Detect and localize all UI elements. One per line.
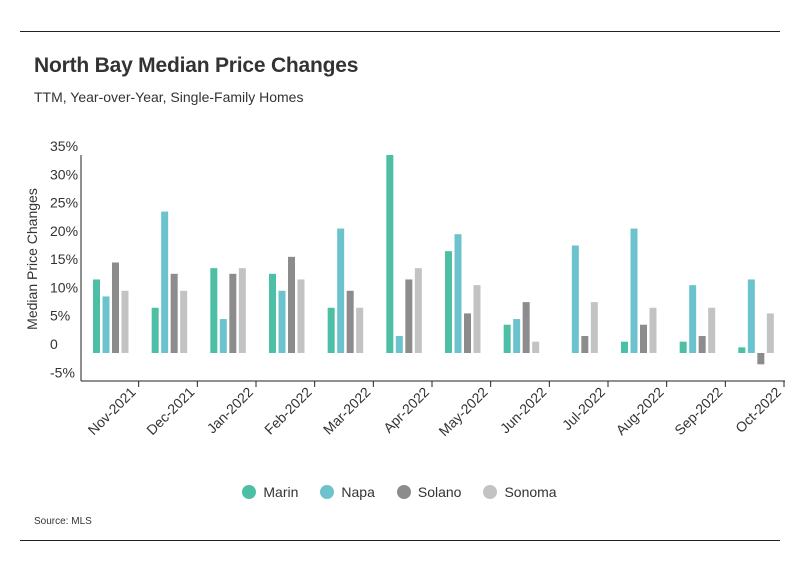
legend-label: Sonoma: [504, 484, 557, 500]
bar-napa-dec-2021: [161, 211, 169, 353]
x-tick-label: Dec-2021: [143, 384, 197, 438]
legend-label: Solano: [417, 484, 462, 500]
bar-solano-dec-2021: [170, 273, 178, 353]
y-tick-label: 20%: [50, 223, 78, 239]
bar-sonoma-jul-2022: [590, 302, 598, 353]
top-rule: [20, 31, 780, 32]
legend-item-marin: Marin: [242, 484, 298, 500]
x-tick-label: Sep-2022: [671, 384, 725, 438]
bar-marin-feb-2022: [269, 273, 276, 353]
x-tick-label: Aug-2022: [613, 384, 667, 438]
legend-swatch: [242, 485, 257, 499]
chart-legend: Marin Napa Solano Sonoma: [0, 484, 799, 500]
chart-subtitle: TTM, Year-over-Year, Single-Family Homes: [34, 89, 304, 105]
bar-marin-oct-2022: [738, 347, 746, 353]
y-tick-label: 35%: [50, 138, 78, 154]
bar-sonoma-jan-2022: [238, 268, 246, 353]
bar-napa-may-2022: [454, 234, 462, 353]
y-tick-label: 25%: [50, 195, 78, 211]
bar-solano-sep-2022: [698, 336, 706, 353]
bar-solano-may-2022: [464, 313, 471, 353]
bar-napa-aug-2022: [630, 228, 638, 353]
bar-solano-aug-2022: [640, 324, 647, 353]
bar-marin-dec-2021: [151, 307, 159, 353]
bar-sonoma-dec-2021: [180, 290, 188, 353]
bar-napa-jan-2022: [219, 319, 227, 353]
bar-napa-nov-2021: [102, 296, 110, 353]
bar-sonoma-may-2022: [473, 285, 481, 353]
x-tick-label: Mar-2022: [320, 384, 374, 438]
x-tick-label: Jan-2022: [204, 384, 257, 437]
bar-solano-mar-2022: [346, 290, 354, 353]
legend-swatch: [396, 485, 411, 499]
bar-marin-sep-2022: [679, 341, 687, 353]
legend-label: Napa: [341, 484, 375, 500]
bar-solano-jun-2022: [522, 302, 530, 353]
bar-solano-jul-2022: [581, 336, 589, 353]
legend-item-sonoma: Sonoma: [483, 484, 557, 500]
bar-marin-nov-2021: [93, 279, 100, 353]
y-tick-label: -5%: [50, 364, 75, 380]
bar-sonoma-sep-2022: [708, 307, 716, 353]
bar-napa-oct-2022: [747, 279, 755, 353]
y-tick-label: 30%: [50, 166, 78, 182]
chart-title: North Bay Median Price Changes: [34, 54, 359, 77]
bar-sonoma-jun-2022: [532, 341, 540, 353]
bar-sonoma-aug-2022: [649, 307, 657, 353]
y-tick-label: 15%: [50, 251, 78, 267]
bar-napa-jul-2022: [571, 245, 579, 353]
x-tick-label: May-2022: [435, 384, 490, 439]
bar-sonoma-feb-2022: [297, 279, 305, 353]
y-axis-label: Median Price Changes: [24, 188, 40, 330]
bar-marin-apr-2022: [386, 155, 394, 353]
bar-marin-jun-2022: [503, 324, 511, 353]
bar-solano-oct-2022: [757, 353, 765, 365]
bar-solano-nov-2021: [112, 262, 119, 353]
source-note: Source: MLS: [34, 516, 92, 527]
bar-napa-feb-2022: [278, 290, 286, 353]
x-tick-label: Jun-2022: [497, 384, 550, 437]
legend-item-napa: Napa: [320, 484, 375, 500]
bar-solano-apr-2022: [405, 279, 413, 353]
x-tick-label: Jul-2022: [559, 384, 608, 433]
bar-sonoma-oct-2022: [766, 313, 774, 353]
legend-label: Marin: [263, 484, 299, 500]
x-tick-label: Feb-2022: [261, 384, 315, 438]
bar-sonoma-mar-2022: [356, 307, 364, 353]
y-tick-label: 10%: [50, 279, 78, 295]
bar-napa-apr-2022: [395, 336, 403, 353]
y-tick-label: 0: [50, 336, 58, 352]
bar-napa-sep-2022: [689, 285, 697, 353]
x-tick-label: Apr-2022: [380, 384, 432, 436]
bar-sonoma-nov-2021: [121, 290, 129, 353]
bar-sonoma-apr-2022: [414, 268, 422, 353]
bar-solano-jan-2022: [229, 273, 237, 353]
x-tick-label: Nov-2021: [85, 384, 139, 438]
legend-swatch: [483, 485, 498, 499]
x-tick-label: Oct-2022: [732, 384, 784, 436]
bar-marin-aug-2022: [621, 341, 628, 353]
bottom-rule: [20, 540, 780, 541]
bar-solano-feb-2022: [288, 256, 295, 353]
bar-marin-mar-2022: [327, 307, 335, 353]
bar-marin-jan-2022: [210, 268, 218, 353]
y-tick-label: 5%: [50, 308, 70, 324]
bar-napa-mar-2022: [337, 228, 345, 353]
legend-item-solano: Solano: [396, 484, 462, 500]
bar-napa-jun-2022: [513, 319, 521, 353]
legend-swatch: [320, 485, 335, 499]
bar-marin-may-2022: [445, 251, 452, 353]
